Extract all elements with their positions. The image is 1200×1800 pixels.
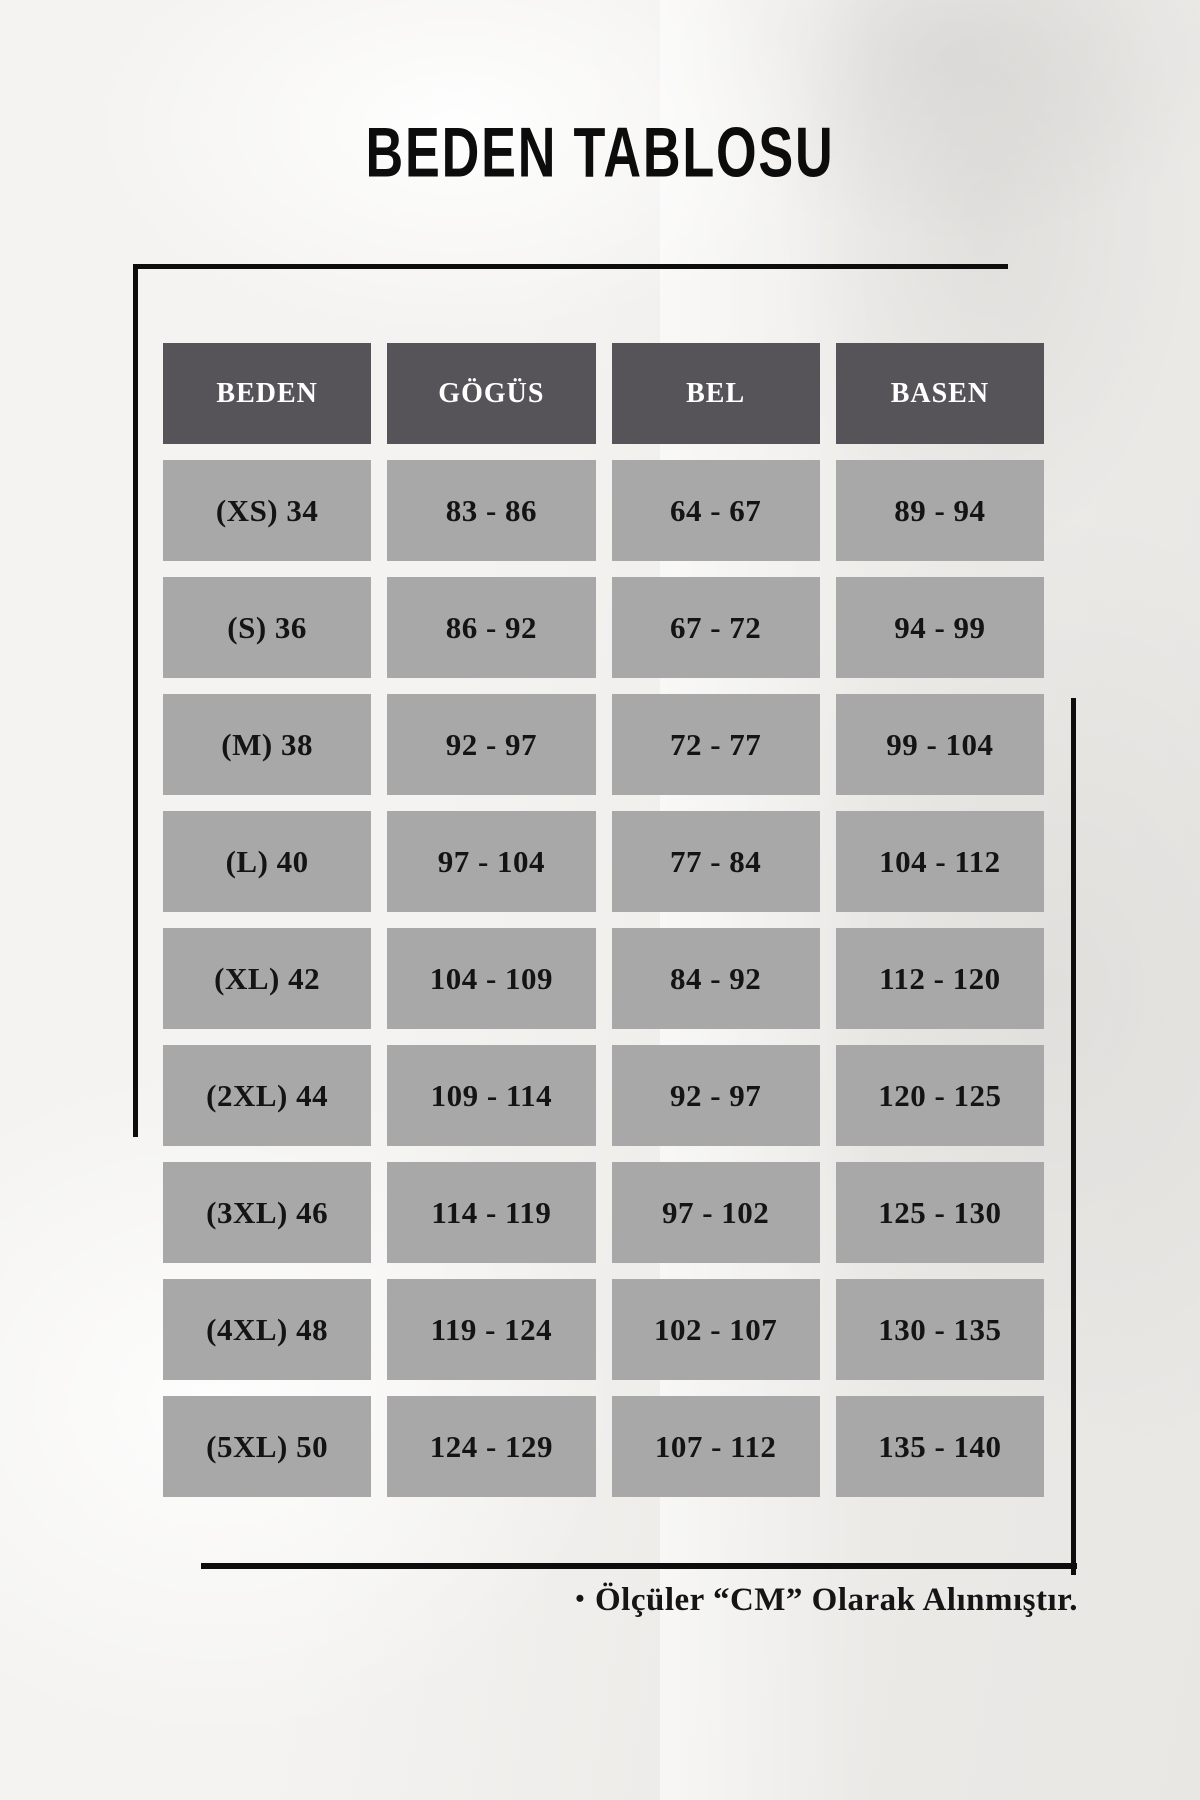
measurement-cell: 94 - 99	[835, 577, 1044, 678]
measurement-cell: 102 - 107	[611, 1279, 820, 1380]
size-table: BEDEN GÖGÜS BEL BASEN (XS) 34 83 - 86 64 - 67 8…	[163, 343, 1044, 1497]
measurement-cell: 124 - 129	[387, 1396, 596, 1497]
measurement-cell: 107 - 112	[611, 1396, 820, 1497]
measurement-cell: 89 - 94	[835, 460, 1044, 561]
size-label-cell: (5XL) 50	[163, 1396, 372, 1497]
page-title: BEDEN TABLOSU	[365, 113, 835, 193]
measurement-cell: 97 - 102	[611, 1162, 820, 1263]
measurement-cell: 99 - 104	[835, 694, 1044, 795]
frame-line-left	[133, 264, 138, 1137]
measurement-cell: 119 - 124	[387, 1279, 596, 1380]
measurement-cell: 112 - 120	[835, 928, 1044, 1029]
size-label-cell: (S) 36	[163, 577, 372, 678]
frame-line-top	[133, 264, 1008, 269]
header-cell-bel: BEL	[611, 343, 820, 444]
measurement-cell: 67 - 72	[611, 577, 820, 678]
size-label-cell: (M) 38	[163, 694, 372, 795]
header-cell-basen: BASEN	[835, 343, 1044, 444]
measurement-cell: 83 - 86	[387, 460, 596, 561]
measurement-cell: 130 - 135	[835, 1279, 1044, 1380]
measurement-cell: 120 - 125	[835, 1045, 1044, 1146]
measurement-cell: 77 - 84	[611, 811, 820, 912]
size-label-cell: (L) 40	[163, 811, 372, 912]
header-cell-gogus: GÖGÜS	[387, 343, 596, 444]
size-label-cell: (2XL) 44	[163, 1045, 372, 1146]
measurement-cell: 114 - 119	[387, 1162, 596, 1263]
footer-text: Ölçüler “CM” Olarak Alınmıştır.	[595, 1582, 1078, 1618]
measurement-cell: 72 - 77	[611, 694, 820, 795]
measurement-cell: 64 - 67	[611, 460, 820, 561]
measurement-cell: 104 - 109	[387, 928, 596, 1029]
measurement-cell: 104 - 112	[835, 811, 1044, 912]
header-cell-beden: BEDEN	[163, 343, 372, 444]
measurement-cell: 92 - 97	[387, 694, 596, 795]
measurement-cell: 86 - 92	[387, 577, 596, 678]
measurement-cell: 109 - 114	[387, 1045, 596, 1146]
size-label-cell: (XS) 34	[163, 460, 372, 561]
measurement-cell: 92 - 97	[611, 1045, 820, 1146]
footer-bullet: •	[575, 1584, 585, 1613]
size-label-cell: (4XL) 48	[163, 1279, 372, 1380]
frame-line-bottom	[201, 1563, 1077, 1569]
footer-note: • Ölçüler “CM” Olarak Alınmıştır.	[575, 1582, 1078, 1619]
measurement-cell: 84 - 92	[611, 928, 820, 1029]
size-label-cell: (XL) 42	[163, 928, 372, 1029]
measurement-cell: 125 - 130	[835, 1162, 1044, 1263]
frame-line-right	[1071, 698, 1076, 1575]
size-label-cell: (3XL) 46	[163, 1162, 372, 1263]
measurement-cell: 135 - 140	[835, 1396, 1044, 1497]
measurement-cell: 97 - 104	[387, 811, 596, 912]
